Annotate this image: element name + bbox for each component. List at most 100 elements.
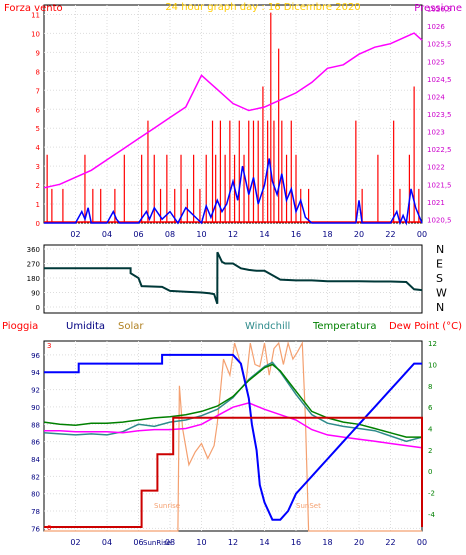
humidity-tick-label: 96 xyxy=(31,352,40,360)
temperature-tick-label: -4 xyxy=(428,511,436,519)
compass-label: W xyxy=(436,287,447,300)
humidity-tick-label: 88 xyxy=(31,421,40,429)
rain-tick-label: 0 xyxy=(47,524,51,532)
temperature-line xyxy=(43,363,422,438)
wind-tick-label: 2 xyxy=(36,182,40,190)
temperature-legend: Temperatura xyxy=(312,321,377,332)
rain-legend: Pioggia xyxy=(2,321,38,332)
humidity-tick-label: 82 xyxy=(31,473,40,481)
wind-tick-label: 11 xyxy=(31,11,40,19)
temperature-tick-label: 12 xyxy=(428,340,437,348)
direction-tick-label: 90 xyxy=(31,290,40,298)
temperature-tick-label: 8 xyxy=(428,383,432,391)
temperature-tick-label: 4 xyxy=(428,426,433,434)
wind-tick-label: 10 xyxy=(31,30,40,38)
pressure-tick-label: 1022,5 xyxy=(427,146,452,154)
humidity-legend: Umidita xyxy=(66,321,105,332)
x-tick-label: 02 xyxy=(70,538,80,547)
x-tick-label: 22 xyxy=(385,538,395,547)
x-tick-label: 18 xyxy=(322,538,332,547)
pressure-tick-label: 1021 xyxy=(427,199,445,207)
solar-line xyxy=(44,340,422,532)
temperature-tick-label: -2 xyxy=(428,490,435,498)
windchill-legend: Windchill xyxy=(245,321,290,332)
wind-tick-label: 3 xyxy=(36,163,40,171)
wind-tick-label: 4 xyxy=(36,144,41,152)
chart-title: 24 hour graph day : 16 Dicembre 2020 xyxy=(165,2,360,13)
rain-tick-label: 3 xyxy=(47,342,51,350)
x-tick-label: 00 xyxy=(417,230,427,239)
direction-tick-label: 270 xyxy=(27,261,40,269)
humidity-tick-label: 86 xyxy=(31,439,40,447)
compass-label: N xyxy=(436,301,444,314)
direction-tick-label: 180 xyxy=(27,275,40,283)
pressure-tick-label: 1024 xyxy=(427,93,445,101)
x-tick-label: 10 xyxy=(196,230,206,239)
x-tick-label: 14 xyxy=(259,230,269,239)
temperature-plot-area xyxy=(43,340,423,532)
x-tick-label: 04 xyxy=(102,538,112,547)
x-tick-label: 00 xyxy=(417,538,427,547)
x-tick-label: 06 xyxy=(133,230,143,239)
pressure-tick-label: 1025 xyxy=(427,58,445,66)
pressure-tick-label: 1026 xyxy=(427,23,445,31)
pressure-tick-label: 1026,5 xyxy=(427,6,452,14)
wind-y-ticks: 0 1 2 3 4 5 6 7 8 9 10 11 xyxy=(31,11,40,228)
direction-y-ticks: 0 90 180 270 360 xyxy=(27,246,40,312)
pressure-tick-label: 1024,5 xyxy=(427,76,452,84)
x-tick-label: 06 xyxy=(133,538,143,547)
sunset-label: SunSet xyxy=(296,502,321,510)
temperature-tick-label: 2 xyxy=(428,447,432,455)
humidity-y-ticks: 76 78 80 82 84 86 88 90 92 94 96 xyxy=(31,352,40,534)
temperature-y-ticks: -4 -2 0 2 4 6 8 10 12 xyxy=(428,340,437,519)
wind-speed-line xyxy=(44,158,423,226)
solar-legend: Solar xyxy=(118,321,144,332)
humidity-tick-label: 80 xyxy=(31,491,40,499)
x-tick-label: 18 xyxy=(322,230,332,239)
wind-tick-label: 8 xyxy=(36,68,40,76)
temperature-tick-label: 6 xyxy=(428,404,433,412)
gust-bars xyxy=(44,12,422,223)
dewpoint-legend: Dew Point (°C) xyxy=(389,321,462,332)
humidity-tick-label: 92 xyxy=(31,387,40,395)
wind-tick-label: 7 xyxy=(36,87,40,95)
x-tick-label: 12 xyxy=(228,538,238,547)
rain-y-ticks: 03 xyxy=(47,342,51,532)
wind-pressure-grid xyxy=(44,5,422,224)
pressure-line xyxy=(43,32,423,189)
pressure-tick-label: 1020,5 xyxy=(427,216,452,224)
wind-direction-line xyxy=(44,251,423,305)
x-tick-label: 12 xyxy=(228,230,238,239)
x-tick-label: 22 xyxy=(385,230,395,239)
humidity-tick-label: 84 xyxy=(31,456,40,464)
wind-tick-label: 9 xyxy=(36,49,40,57)
temperature-x-ticks: 02 04 06 08 10 12 14 16 18 20 22 00 xyxy=(70,538,427,547)
x-tick-label: 16 xyxy=(291,538,301,547)
rain-line xyxy=(44,416,423,528)
wind-tick-label: 6 xyxy=(36,106,41,114)
humidity-tick-label: 94 xyxy=(31,369,40,377)
pressure-tick-label: 1023 xyxy=(427,129,445,137)
dewpoint-line xyxy=(44,402,423,449)
x-tick-label: 20 xyxy=(354,538,364,547)
pressure-tick-label: 1022 xyxy=(427,164,445,172)
humidity-tick-label: 78 xyxy=(31,508,40,516)
pressure-tick-label: 1023,5 xyxy=(427,111,452,119)
temperature-tick-label: 10 xyxy=(428,361,437,369)
x-tick-label: 20 xyxy=(354,230,364,239)
x-tick-label: 16 xyxy=(291,230,301,239)
sunrise-tick-label: SunRise xyxy=(143,539,171,547)
compass-label: S xyxy=(436,272,443,285)
wind-tick-label: 5 xyxy=(36,125,40,133)
direction-tick-label: 0 xyxy=(36,304,40,312)
sunrise-label: Sunrise xyxy=(154,502,180,510)
x-tick-label: 02 xyxy=(70,230,80,239)
pressure-tick-label: 1021,5 xyxy=(427,181,452,189)
wind-tick-label: 0 xyxy=(36,220,40,228)
pressure-tick-label: 1025,5 xyxy=(427,41,452,49)
